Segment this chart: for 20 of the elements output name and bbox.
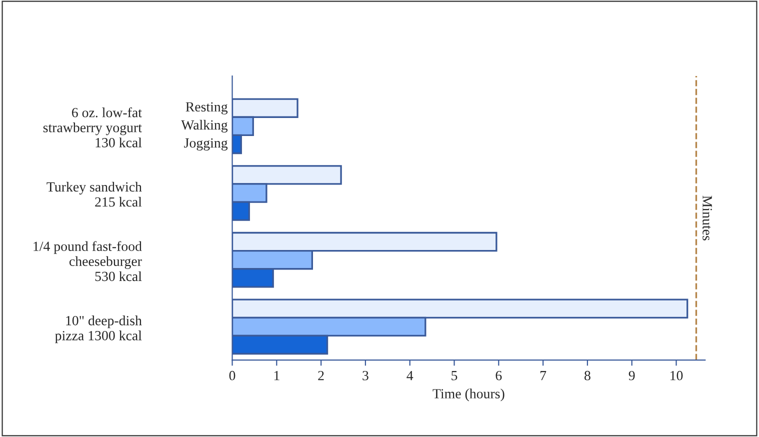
ref-line-label: Minutes (702, 196, 712, 240)
x-tick-label: 3 (362, 370, 368, 380)
x-tick-label: 6 (496, 370, 502, 380)
x-tick-label: 5 (452, 371, 458, 380)
x-axis-title: Time (hours) (432, 388, 504, 402)
x-tick-label: 1 (274, 370, 280, 380)
x-tick-label: 8 (584, 370, 590, 380)
x-tick-label: 2 (318, 370, 324, 380)
x-tick-label: 4 (406, 371, 414, 380)
y-tick-label: Turkey sandwich 215 kcal (46, 182, 142, 207)
y-tick-label: 10" deep-dish pizza 1300 kcal (55, 316, 142, 344)
x-tick-label: 7 (540, 371, 546, 380)
y-tick-label: 1/4 pound fast-food cheeseburger 530 kcal (34, 241, 142, 282)
series-label: Walking (181, 120, 228, 132)
series-label: Jogging (184, 138, 228, 151)
x-tick-label: 0 (229, 370, 236, 380)
x-tick-label: 10 (670, 370, 683, 380)
series-label: Resting (186, 102, 228, 114)
x-tick-label: 9 (628, 370, 635, 380)
y-tick-label: 6 oz. low-fat strawberry yogurt 130 kcal (43, 107, 142, 148)
